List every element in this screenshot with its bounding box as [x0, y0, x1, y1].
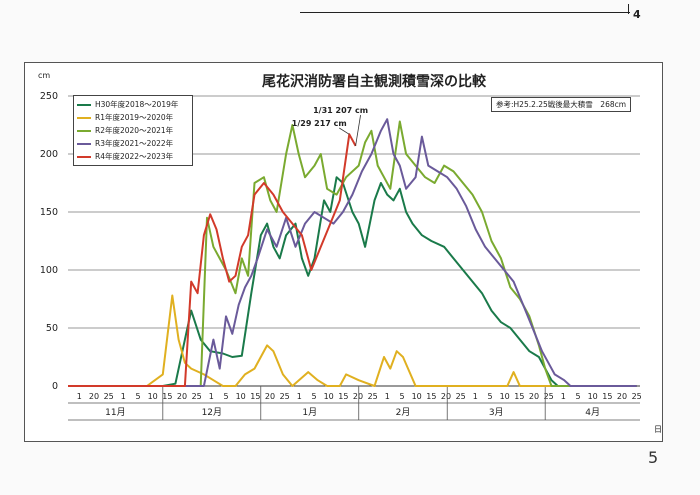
header-tick — [628, 4, 629, 14]
legend-swatch — [77, 155, 91, 158]
x-tick-label: 5 — [575, 392, 580, 401]
x-tick-label: 5 — [399, 392, 404, 401]
x-tick-label: 20 — [617, 392, 627, 401]
legend-item: H30年度2018～2019年 — [77, 98, 189, 111]
annotation-pointer — [355, 114, 361, 146]
x-axis-unit: 日 — [654, 425, 662, 434]
y-tick-label: 0 — [52, 381, 58, 392]
x-tick-label: 1 — [297, 392, 302, 401]
x-tick-label: 15 — [602, 392, 612, 401]
month-label: 1月 — [302, 407, 317, 418]
x-tick-label: 1 — [385, 392, 390, 401]
series-line-5 — [68, 133, 357, 387]
annotation-label: 1/29 217 cm — [292, 119, 347, 128]
series-line-1 — [68, 176, 637, 387]
header-number: 4 — [633, 8, 641, 21]
x-tick-label: 15 — [514, 392, 524, 401]
annotation-pointer — [339, 127, 350, 135]
x-tick-label: 20 — [353, 392, 363, 401]
y-tick-label: 150 — [40, 207, 58, 218]
legend-label: R1年度2019～2020年 — [95, 113, 174, 122]
x-tick-label: 10 — [148, 392, 158, 401]
x-tick-label: 25 — [544, 392, 554, 401]
x-tick-label: 5 — [311, 392, 316, 401]
series-line-4 — [68, 118, 637, 387]
legend-item: R3年度2021～2022年 — [77, 137, 189, 150]
month-label: 12月 — [202, 407, 222, 418]
x-tick-label: 1 — [209, 392, 214, 401]
x-tick-label: 5 — [135, 392, 140, 401]
x-tick-label: 15 — [426, 392, 436, 401]
legend-item: R2年度2020～2021年 — [77, 124, 189, 137]
x-tick-label: 1 — [77, 392, 82, 401]
x-tick-label: 20 — [89, 392, 99, 401]
x-tick-label: 1 — [121, 392, 126, 401]
page-number: 5 — [648, 448, 659, 467]
chart-legend: H30年度2018～2019年 R1年度2019～2020年 R2年度2020～20… — [73, 95, 193, 166]
legend-swatch — [77, 116, 91, 119]
x-tick-label: 5 — [223, 392, 228, 401]
x-tick-label: 25 — [280, 392, 290, 401]
y-tick-label: 50 — [46, 323, 58, 334]
month-label: 3月 — [489, 407, 504, 418]
x-tick-label: 10 — [236, 392, 246, 401]
y-tick-label: 100 — [40, 265, 58, 276]
x-tick-label: 5 — [487, 392, 492, 401]
month-label: 4月 — [585, 407, 600, 418]
legend-swatch — [77, 103, 91, 106]
x-tick-label: 20 — [177, 392, 187, 401]
legend-swatch — [77, 129, 91, 132]
legend-item: R1年度2019～2020年 — [77, 111, 189, 124]
series-line-3 — [68, 120, 637, 387]
x-tick-label: 10 — [588, 392, 598, 401]
header-rule — [300, 0, 630, 13]
x-tick-label: 10 — [324, 392, 334, 401]
legend-item: R4年度2022～2023年 — [77, 150, 189, 163]
x-tick-label: 15 — [250, 392, 260, 401]
x-tick-label: 20 — [265, 392, 275, 401]
legend-label: R3年度2021～2022年 — [95, 139, 174, 148]
x-tick-label: 10 — [412, 392, 422, 401]
x-tick-label: 25 — [456, 392, 466, 401]
x-tick-label: 25 — [192, 392, 202, 401]
month-label: 2月 — [396, 407, 411, 418]
legend-label: R2年度2020～2021年 — [95, 126, 174, 135]
legend-label: R4年度2022～2023年 — [95, 152, 174, 161]
x-tick-label: 1 — [473, 392, 478, 401]
x-tick-label: 1 — [561, 392, 566, 401]
series-line-2 — [68, 294, 637, 387]
legend-swatch — [77, 142, 91, 145]
x-tick-label: 25 — [632, 392, 642, 401]
y-tick-label: 250 — [40, 91, 58, 102]
chart-title: 尾花沢消防署自主観測積雪深の比較 — [262, 73, 487, 90]
x-tick-label: 15 — [338, 392, 348, 401]
x-tick-label: 25 — [368, 392, 378, 401]
y-tick-label: 200 — [40, 149, 58, 160]
x-tick-label: 10 — [500, 392, 510, 401]
x-tick-label: 15 — [162, 392, 172, 401]
x-tick-label: 20 — [529, 392, 539, 401]
y-axis-unit: cm — [38, 71, 50, 80]
x-tick-label: 25 — [104, 392, 114, 401]
reference-note: 参考:H25.2.25戦後最大積雪 268cm — [491, 97, 632, 112]
annotation-label: 1/31 207 cm — [313, 106, 368, 115]
x-tick-label: 20 — [441, 392, 451, 401]
legend-label: H30年度2018～2019年 — [95, 100, 179, 109]
month-label: 11月 — [105, 407, 125, 418]
